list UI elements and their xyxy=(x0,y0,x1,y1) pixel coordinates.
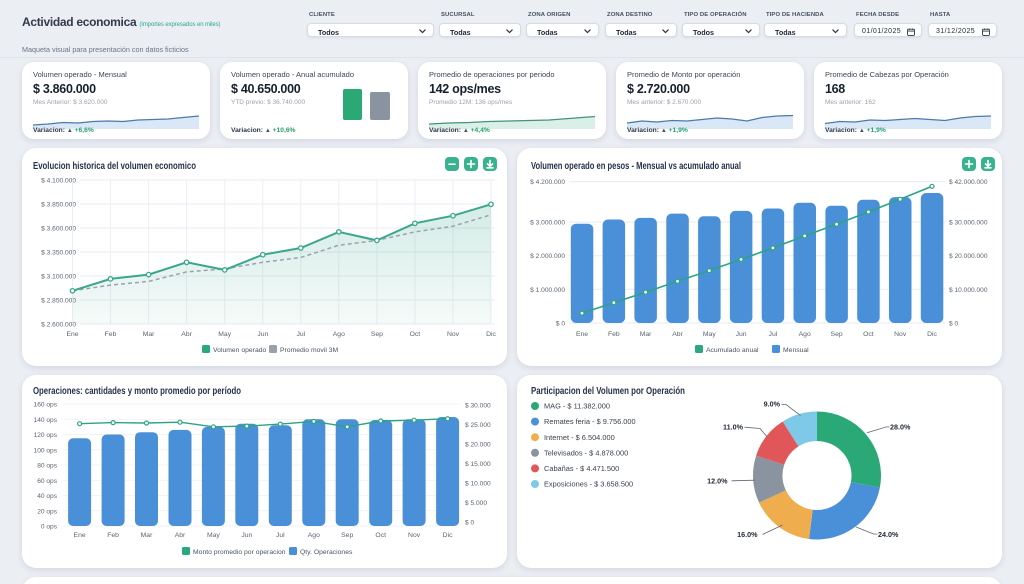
svg-text:$ 3.350.000: $ 3.350.000 xyxy=(41,250,76,257)
svg-text:Ene: Ene xyxy=(66,331,78,338)
svg-text:$ 25.000: $ 25.000 xyxy=(465,422,491,429)
svg-text:Televisados - $ 4.878.000: Televisados - $ 4.878.000 xyxy=(544,448,628,457)
svg-text:$ 2.600.000: $ 2.600.000 xyxy=(41,322,76,329)
svg-text:Mar: Mar xyxy=(141,532,153,539)
svg-text:Acumulado anual: Acumulado anual xyxy=(706,347,759,354)
svg-text:40 ops: 40 ops xyxy=(37,493,58,500)
svg-text:$ 3.850.000: $ 3.850.000 xyxy=(41,202,76,209)
svg-text:Nov: Nov xyxy=(894,331,907,338)
svg-text:Mar: Mar xyxy=(143,331,155,338)
svg-text:Dic: Dic xyxy=(927,331,937,338)
svg-text:Jun: Jun xyxy=(241,532,252,539)
svg-text:$ 0: $ 0 xyxy=(465,520,474,527)
svg-text:Jul: Jul xyxy=(296,331,305,338)
svg-text:May: May xyxy=(703,331,716,338)
svg-text:Jul: Jul xyxy=(276,532,285,539)
svg-text:Promedio movil 3M: Promedio movil 3M xyxy=(280,347,339,354)
svg-text:$ 10.000: $ 10.000 xyxy=(465,481,491,488)
svg-text:$ 30.000.000: $ 30.000.000 xyxy=(949,220,988,227)
svg-text:12.0%: 12.0% xyxy=(707,477,728,486)
svg-text:Operaciones: cantidades y mont: Operaciones: cantidades y monto promedio… xyxy=(33,386,241,397)
svg-text:Oct: Oct xyxy=(410,331,421,338)
svg-text:80 ops: 80 ops xyxy=(37,463,58,470)
svg-text:100 ops: 100 ops xyxy=(34,447,58,454)
svg-text:Dic: Dic xyxy=(443,532,453,539)
svg-text:160 ops: 160 ops xyxy=(34,402,58,409)
svg-text:May: May xyxy=(207,532,220,539)
svg-text:28.0%: 28.0% xyxy=(890,423,911,432)
svg-text:$ 42.000.000: $ 42.000.000 xyxy=(949,179,988,186)
svg-text:$ 3.100.000: $ 3.100.000 xyxy=(41,274,76,281)
svg-text:Feb: Feb xyxy=(608,331,620,338)
svg-text:Volumen operado: Volumen operado xyxy=(213,347,267,354)
svg-text:Qty. Operaciones: Qty. Operaciones xyxy=(300,549,353,556)
svg-text:Abr: Abr xyxy=(181,331,192,338)
svg-text:Jul: Jul xyxy=(769,331,778,338)
svg-text:Mensual: Mensual xyxy=(783,347,809,354)
svg-text:$ 2.850.000: $ 2.850.000 xyxy=(41,298,76,305)
svg-text:Mar: Mar xyxy=(640,331,652,338)
svg-text:Ago: Ago xyxy=(799,331,811,338)
svg-text:11.0%: 11.0% xyxy=(723,423,744,432)
svg-text:16.0%: 16.0% xyxy=(737,530,758,539)
svg-text:$ 1.000.000: $ 1.000.000 xyxy=(530,287,565,294)
svg-text:0 ops: 0 ops xyxy=(41,524,58,531)
svg-text:$ 2.000.000: $ 2.000.000 xyxy=(530,253,565,260)
svg-text:$ 20.000: $ 20.000 xyxy=(465,442,491,449)
svg-text:$ 30.000: $ 30.000 xyxy=(465,403,491,410)
svg-text:MAG - $ 11.382.000: MAG - $ 11.382.000 xyxy=(544,402,610,411)
svg-text:Jun: Jun xyxy=(257,331,268,338)
svg-text:$ 4.200.000: $ 4.200.000 xyxy=(530,179,565,186)
svg-text:$ 3.600.000: $ 3.600.000 xyxy=(41,226,76,233)
svg-text:Abr: Abr xyxy=(175,532,186,539)
svg-text:Monto promedio por operacion: Monto promedio por operacion xyxy=(193,549,286,556)
svg-text:May: May xyxy=(218,331,231,338)
svg-text:Feb: Feb xyxy=(107,532,119,539)
svg-text:$ 10.000.000: $ 10.000.000 xyxy=(949,287,988,294)
svg-text:120 ops: 120 ops xyxy=(34,432,58,439)
svg-text:Abr: Abr xyxy=(672,331,683,338)
svg-text:20 ops: 20 ops xyxy=(37,508,58,515)
svg-text:Internet - $ 6.504.000: Internet - $ 6.504.000 xyxy=(544,433,615,442)
svg-text:$ 0: $ 0 xyxy=(556,321,565,328)
svg-text:Sep: Sep xyxy=(371,331,383,338)
svg-text:140 ops: 140 ops xyxy=(34,417,58,424)
svg-text:Cabañas - $ 4.471.500: Cabañas - $ 4.471.500 xyxy=(544,464,619,473)
svg-text:Evolucion historica del volume: Evolucion historica del volumen economic… xyxy=(33,161,196,172)
svg-text:Dic: Dic xyxy=(486,331,496,338)
svg-text:Participacion del Volumen por: Participacion del Volumen por Operación xyxy=(531,386,685,397)
svg-text:60 ops: 60 ops xyxy=(37,478,58,485)
svg-text:Remates feria - $ 9.756.000: Remates feria - $ 9.756.000 xyxy=(544,417,636,426)
svg-text:Sep: Sep xyxy=(831,331,843,338)
svg-text:Oct: Oct xyxy=(375,532,386,539)
svg-text:Exposiciones - $ 3.658.500: Exposiciones - $ 3.658.500 xyxy=(544,480,633,489)
svg-text:Jun: Jun xyxy=(736,331,747,338)
svg-text:$ 4.100.000: $ 4.100.000 xyxy=(41,178,76,185)
svg-text:$ 20.000.000: $ 20.000.000 xyxy=(949,253,988,260)
svg-text:$ 0: $ 0 xyxy=(949,321,958,328)
svg-text:Nov: Nov xyxy=(408,532,421,539)
svg-text:Ene: Ene xyxy=(74,532,86,539)
svg-text:$ 3.000.000: $ 3.000.000 xyxy=(530,220,565,227)
svg-text:Volumen operado en pesos - Men: Volumen operado en pesos - Mensual vs ac… xyxy=(531,161,741,172)
svg-text:Oct: Oct xyxy=(863,331,874,338)
svg-text:Ago: Ago xyxy=(308,532,320,539)
svg-text:$ 15.000: $ 15.000 xyxy=(465,461,491,468)
svg-text:Ene: Ene xyxy=(576,331,588,338)
svg-text:Sep: Sep xyxy=(341,532,353,539)
svg-text:Ago: Ago xyxy=(333,331,345,338)
svg-text:$ 5.000: $ 5.000 xyxy=(465,500,487,507)
svg-text:Feb: Feb xyxy=(105,331,117,338)
svg-text:24.0%: 24.0% xyxy=(878,530,899,539)
svg-text:Nov: Nov xyxy=(447,331,460,338)
svg-text:9.0%: 9.0% xyxy=(764,400,781,409)
